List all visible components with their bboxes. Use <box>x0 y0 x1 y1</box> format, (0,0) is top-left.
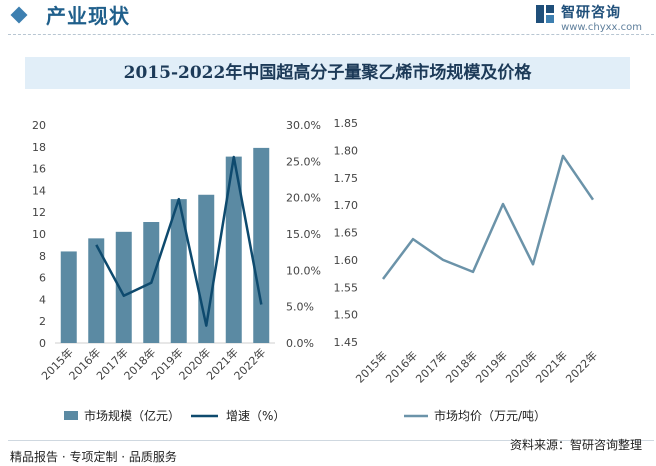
y-tick-label: 1.50 <box>334 309 359 322</box>
y-right-tick-label: 0.0% <box>286 337 314 350</box>
bar <box>60 251 77 343</box>
y-tick-label: 1.60 <box>334 254 359 267</box>
y-tick-label: 1.75 <box>334 172 359 185</box>
y-left-tick-label: 20 <box>32 119 46 132</box>
bar <box>253 147 270 343</box>
y-left-tick-label: 4 <box>39 293 46 306</box>
bar <box>88 238 105 343</box>
y-left-tick-label: 12 <box>32 206 46 219</box>
y-left-tick-label: 0 <box>39 337 46 350</box>
x-tick-label: 2019年 <box>473 348 510 385</box>
y-right-tick-label: 5.0% <box>286 301 314 314</box>
chart-title-bar: 2015-2022年中国超高分子量聚乙烯市场规模及价格 <box>25 57 630 89</box>
bar <box>170 199 187 343</box>
legend-swatch-bar <box>64 411 78 420</box>
page-header: 产业现状 智研咨询 www.chyxx.com <box>0 0 656 36</box>
bar <box>115 231 132 343</box>
legend-label-price: 市场均价（万元/吨） <box>434 408 546 423</box>
y-tick-label: 1.70 <box>334 199 359 212</box>
header-divider <box>8 34 654 35</box>
y-left-tick-label: 18 <box>32 141 46 154</box>
x-tick-label: 2020年 <box>503 348 540 385</box>
y-right-tick-label: 20.0% <box>286 192 321 205</box>
y-right-tick-label: 25.0% <box>286 155 321 168</box>
footer-tagline: 精品报告 · 专项定制 · 品质服务 <box>10 450 177 464</box>
y-tick-label: 1.85 <box>334 117 359 130</box>
growth-line <box>95 155 263 327</box>
section-title: 产业现状 <box>46 4 130 28</box>
y-right-tick-label: 15.0% <box>286 228 321 241</box>
x-tick-label: 2022年 <box>563 348 600 385</box>
brand-url: www.chyxx.com <box>561 22 642 33</box>
y-tick-label: 1.45 <box>334 336 359 349</box>
y-tick-label: 1.55 <box>334 281 359 294</box>
brand-name: 智研咨询 <box>561 5 622 21</box>
bar <box>225 156 242 343</box>
y-tick-label: 1.80 <box>334 144 359 157</box>
x-tick-label: 2016年 <box>383 348 420 385</box>
y-left-tick-label: 16 <box>32 163 46 176</box>
y-tick-label: 1.65 <box>334 227 359 240</box>
legend-label-bar: 市场规模（亿元） <box>84 408 180 423</box>
brand: 智研咨询 www.chyxx.com <box>536 4 642 34</box>
footer-divider <box>8 440 654 441</box>
y-left-tick-label: 6 <box>39 272 46 285</box>
x-tick-label: 2015年 <box>353 348 390 385</box>
price-line <box>382 154 595 280</box>
chart-title: 2015-2022年中国超高分子量聚乙烯市场规模及价格 <box>123 63 532 83</box>
source-note: 资料来源：智研咨询整理 <box>509 438 642 452</box>
y-left-tick-label: 2 <box>39 315 46 328</box>
y-right-tick-label: 30.0% <box>286 119 321 132</box>
y-left-tick-label: 8 <box>39 250 46 263</box>
legend-label-growth: 增速（%） <box>226 409 285 423</box>
x-tick-label: 2021年 <box>533 348 570 385</box>
y-left-tick-label: 14 <box>32 184 46 197</box>
y-right-tick-label: 10.0% <box>286 264 321 277</box>
x-tick-label: 2018年 <box>443 348 480 385</box>
y-left-tick-label: 10 <box>32 228 46 241</box>
x-tick-label: 2017年 <box>413 348 450 385</box>
brand-logo-icon <box>536 5 555 23</box>
